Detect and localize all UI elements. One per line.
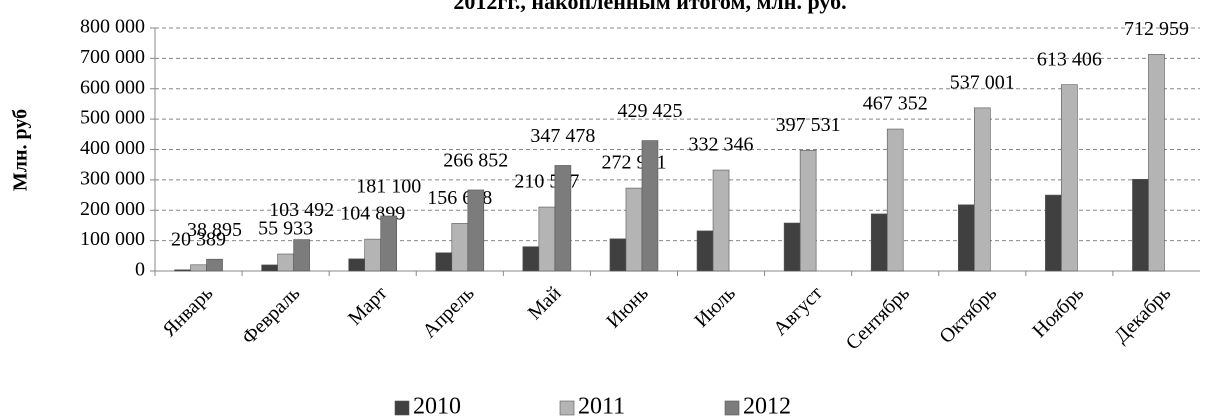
y-tick-label: 400 000 xyxy=(80,137,145,159)
bar xyxy=(1132,178,1149,272)
data-label: 38 895 xyxy=(187,219,242,241)
bar xyxy=(451,223,469,272)
x-tick-label: Март xyxy=(344,282,392,330)
data-label: 103 492 xyxy=(269,199,334,221)
bar xyxy=(364,238,382,272)
bar xyxy=(348,258,366,272)
y-tick-label: 700 000 xyxy=(80,46,145,68)
data-label: 613 406 xyxy=(1037,48,1102,70)
bar xyxy=(886,128,904,272)
y-axis-label: Млн. руб xyxy=(10,109,32,191)
bar xyxy=(641,140,659,272)
x-tick-label: Апрель xyxy=(418,282,478,342)
bar xyxy=(870,213,888,272)
data-label: 20 389 xyxy=(171,228,226,250)
bar xyxy=(783,222,801,272)
x-tick-label: Август xyxy=(769,282,827,340)
legend-label: 2010 xyxy=(413,394,461,420)
bar xyxy=(174,269,191,272)
x-tick-label: Май xyxy=(524,282,566,324)
y-tick-label: 100 000 xyxy=(80,228,145,250)
legend-swatch xyxy=(559,400,575,416)
bar xyxy=(261,264,278,272)
data-label: 266 852 xyxy=(443,150,508,172)
x-tick-label: Ноябрь xyxy=(1028,282,1088,342)
bar xyxy=(190,264,207,272)
x-tick-label: Февраль xyxy=(238,282,305,349)
data-label: 332 346 xyxy=(689,134,754,156)
bar xyxy=(1061,84,1078,272)
bar xyxy=(1148,54,1165,272)
x-tick-label: Июль xyxy=(690,282,739,331)
chart-title: 2012гг., накопленным итогом, млн. руб. xyxy=(453,0,846,14)
x-tick-label: Сентябрь xyxy=(842,282,914,354)
bar xyxy=(554,165,572,272)
bar xyxy=(277,253,294,272)
bar xyxy=(538,206,556,272)
bar xyxy=(625,187,643,272)
y-tick-label: 800 000 xyxy=(80,16,145,38)
bar xyxy=(973,107,991,272)
bar xyxy=(957,204,975,272)
bar xyxy=(522,246,540,272)
bar xyxy=(293,239,310,272)
bar xyxy=(799,149,817,272)
data-label: 429 425 xyxy=(617,100,682,122)
data-label: 347 478 xyxy=(530,125,595,147)
data-label: 537 001 xyxy=(950,71,1015,93)
bar xyxy=(380,215,398,272)
bar xyxy=(609,238,627,272)
bar xyxy=(467,189,485,272)
bar xyxy=(696,230,714,272)
x-tick-label: Октябрь xyxy=(935,282,1001,348)
data-label: 397 531 xyxy=(776,114,841,136)
y-tick-label: 600 000 xyxy=(80,76,145,98)
legend-label: 2011 xyxy=(578,394,625,420)
x-tick-label: Январь xyxy=(158,282,217,341)
bar xyxy=(1045,194,1062,272)
data-label: 712 959 xyxy=(1124,18,1189,40)
data-label: 467 352 xyxy=(863,93,928,115)
x-tick-label: Декабрь xyxy=(1110,282,1175,347)
legend-label: 2012 xyxy=(743,394,791,420)
y-tick-label: 300 000 xyxy=(80,167,145,189)
bar xyxy=(435,252,453,272)
bar xyxy=(712,169,730,272)
bar xyxy=(206,258,223,272)
legend-swatch xyxy=(394,400,410,416)
legend-swatch xyxy=(724,400,740,416)
y-tick-label: 500 000 xyxy=(80,107,145,129)
y-tick-label: 0 xyxy=(135,259,145,281)
x-tick-label: Июнь xyxy=(602,282,652,332)
y-tick-label: 200 000 xyxy=(80,198,145,220)
data-label: 181 100 xyxy=(356,176,421,198)
data-label: 55 933 xyxy=(258,218,313,240)
